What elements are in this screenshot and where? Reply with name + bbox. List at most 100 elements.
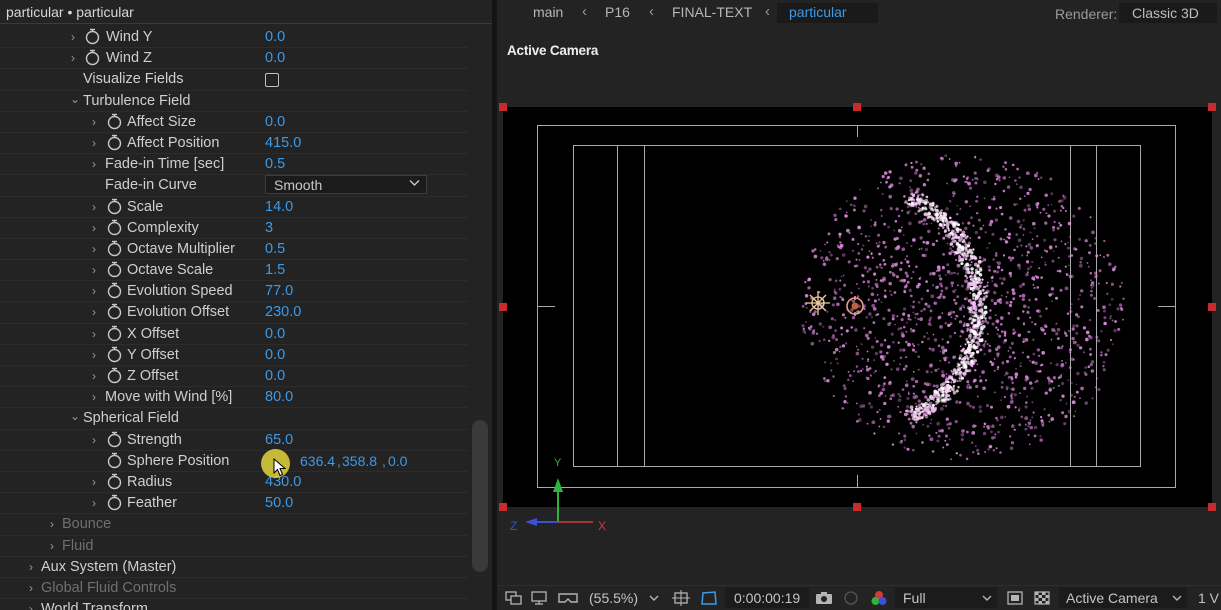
- expand-twirl-icon[interactable]: ›: [92, 390, 96, 405]
- property-value[interactable]: 0.0: [265, 50, 286, 67]
- stopwatch-icon[interactable]: [106, 282, 123, 299]
- stopwatch-icon[interactable]: [106, 219, 123, 236]
- stopwatch-icon[interactable]: [106, 261, 123, 278]
- chevron-down-icon[interactable]: [1171, 590, 1183, 606]
- expand-twirl-icon[interactable]: ›: [92, 326, 96, 341]
- group-bounce[interactable]: › Bounce: [0, 514, 468, 536]
- expand-twirl-icon[interactable]: ›: [29, 602, 33, 610]
- property-value[interactable]: 0.0: [265, 346, 286, 363]
- stopwatch-icon[interactable]: [106, 346, 123, 363]
- layer-handle[interactable]: [499, 103, 507, 111]
- always-preview-icon[interactable]: [505, 590, 523, 606]
- expand-twirl-icon[interactable]: ›: [92, 284, 96, 299]
- property-value[interactable]: 65.0: [265, 431, 294, 448]
- composition-canvas[interactable]: [503, 107, 1212, 507]
- axis-gizmo[interactable]: [509, 470, 609, 530]
- expand-twirl-icon[interactable]: ›: [71, 51, 75, 66]
- expand-twirl-icon[interactable]: ›: [92, 114, 96, 129]
- property-value[interactable]: 230.0: [265, 304, 302, 321]
- region-of-interest-icon[interactable]: [1006, 590, 1024, 606]
- expand-twirl-icon[interactable]: ›: [71, 30, 75, 44]
- view-dropdown[interactable]: Active Camera: [1066, 590, 1158, 606]
- property-value[interactable]: 50.0: [265, 495, 294, 512]
- panel-divider[interactable]: [492, 0, 497, 610]
- fade-in-curve-dropdown[interactable]: Smooth: [265, 175, 427, 195]
- stopwatch-icon[interactable]: [106, 452, 123, 469]
- expand-twirl-icon[interactable]: ›: [92, 157, 96, 172]
- layer-handle[interactable]: [853, 503, 861, 511]
- expand-twirl-icon[interactable]: ›: [50, 517, 54, 532]
- visualize-fields-checkbox[interactable]: [265, 73, 279, 88]
- expand-twirl-icon[interactable]: ›: [92, 305, 96, 320]
- expand-twirl-icon[interactable]: ›: [29, 580, 33, 595]
- breadcrumb-p16[interactable]: P16: [605, 4, 630, 20]
- expand-twirl-icon[interactable]: ›: [92, 369, 96, 383]
- fit-frame-icon[interactable]: [672, 590, 690, 606]
- group-aux-system[interactable]: › Aux System (Master): [0, 557, 468, 578]
- expand-twirl-icon[interactable]: ›: [92, 220, 96, 235]
- group-turbulence-field[interactable]: ⌄ Turbulence Field: [0, 91, 468, 112]
- stopwatch-icon[interactable]: [84, 49, 101, 66]
- expand-twirl-icon[interactable]: ›: [92, 432, 96, 447]
- property-value[interactable]: 14.0: [265, 198, 294, 215]
- group-fluid[interactable]: › Fluid: [0, 536, 468, 557]
- group-spherical-field[interactable]: ⌄ Spherical Field: [0, 408, 468, 430]
- breadcrumb-final-text[interactable]: FINAL-TEXT: [672, 4, 753, 20]
- vr-goggles-icon[interactable]: [557, 590, 579, 606]
- layer-handle[interactable]: [499, 503, 507, 511]
- expand-twirl-icon[interactable]: ›: [92, 263, 96, 278]
- view-layout-dropdown[interactable]: 1 V: [1198, 590, 1220, 606]
- property-value[interactable]: 0.5: [265, 240, 286, 257]
- stopwatch-icon[interactable]: [84, 28, 101, 45]
- property-value[interactable]: 0.0: [265, 113, 286, 130]
- transparency-grid-icon[interactable]: [1033, 590, 1051, 606]
- show-snapshot-icon[interactable]: [842, 590, 860, 606]
- snapshot-camera-icon[interactable]: [815, 590, 833, 606]
- sphere-position-x[interactable]: 636.4: [300, 452, 336, 469]
- breadcrumb-particular[interactable]: particular: [789, 4, 847, 20]
- expand-twirl-icon[interactable]: ›: [92, 496, 96, 511]
- expand-twirl-icon[interactable]: ›: [92, 241, 96, 256]
- renderer-button[interactable]: Classic 3D: [1119, 3, 1217, 23]
- stopwatch-icon[interactable]: [106, 431, 123, 448]
- expand-twirl-icon[interactable]: ›: [92, 199, 96, 214]
- stopwatch-icon[interactable]: [106, 113, 123, 130]
- chevron-down-icon[interactable]: [648, 590, 660, 606]
- stopwatch-icon[interactable]: [106, 240, 123, 257]
- layer-handle[interactable]: [1208, 503, 1216, 511]
- sphere-position-y[interactable]: 358.8: [342, 452, 378, 469]
- property-value[interactable]: 0.5: [265, 156, 286, 173]
- mask-toggle-icon[interactable]: [700, 590, 718, 606]
- expand-twirl-icon[interactable]: ›: [29, 559, 33, 574]
- expand-twirl-icon[interactable]: ›: [92, 347, 96, 362]
- expand-twirl-icon[interactable]: ›: [92, 135, 96, 150]
- property-value[interactable]: 0.0: [265, 325, 286, 342]
- stopwatch-icon[interactable]: [106, 473, 123, 490]
- stopwatch-icon[interactable]: [106, 198, 123, 215]
- layer-handle[interactable]: [853, 103, 861, 111]
- group-global-fluid-controls[interactable]: › Global Fluid Controls: [0, 578, 468, 600]
- property-value[interactable]: 3: [265, 219, 274, 236]
- expand-twirl-icon[interactable]: ›: [50, 538, 54, 553]
- stopwatch-icon[interactable]: [106, 303, 123, 320]
- property-value[interactable]: 77.0: [265, 283, 294, 300]
- property-value[interactable]: 80.0: [265, 389, 294, 406]
- resolution-dropdown[interactable]: Full: [903, 590, 926, 606]
- property-value[interactable]: 0.0: [265, 29, 286, 45]
- property-value[interactable]: 0.0: [265, 368, 286, 384]
- property-value[interactable]: 415.0: [265, 134, 302, 151]
- group-world-transform[interactable]: › World Transform: [0, 599, 468, 610]
- collapse-twirl-icon[interactable]: ⌄: [70, 409, 81, 424]
- chevron-down-icon[interactable]: [981, 590, 993, 606]
- monitor-icon[interactable]: [530, 590, 548, 606]
- sphere-position-z[interactable]: 0.0: [388, 452, 408, 469]
- timecode[interactable]: 0:00:00:19: [734, 590, 801, 606]
- zoom-level[interactable]: (55.5%): [589, 590, 639, 606]
- property-value[interactable]: 1.5: [265, 262, 286, 279]
- scrollbar-thumb[interactable]: [472, 420, 488, 572]
- channel-rgb-icon[interactable]: [870, 590, 888, 606]
- layer-handle[interactable]: [1208, 103, 1216, 111]
- stopwatch-icon[interactable]: [106, 367, 123, 384]
- expand-twirl-icon[interactable]: ›: [92, 474, 96, 489]
- collapse-twirl-icon[interactable]: ⌄: [70, 91, 81, 106]
